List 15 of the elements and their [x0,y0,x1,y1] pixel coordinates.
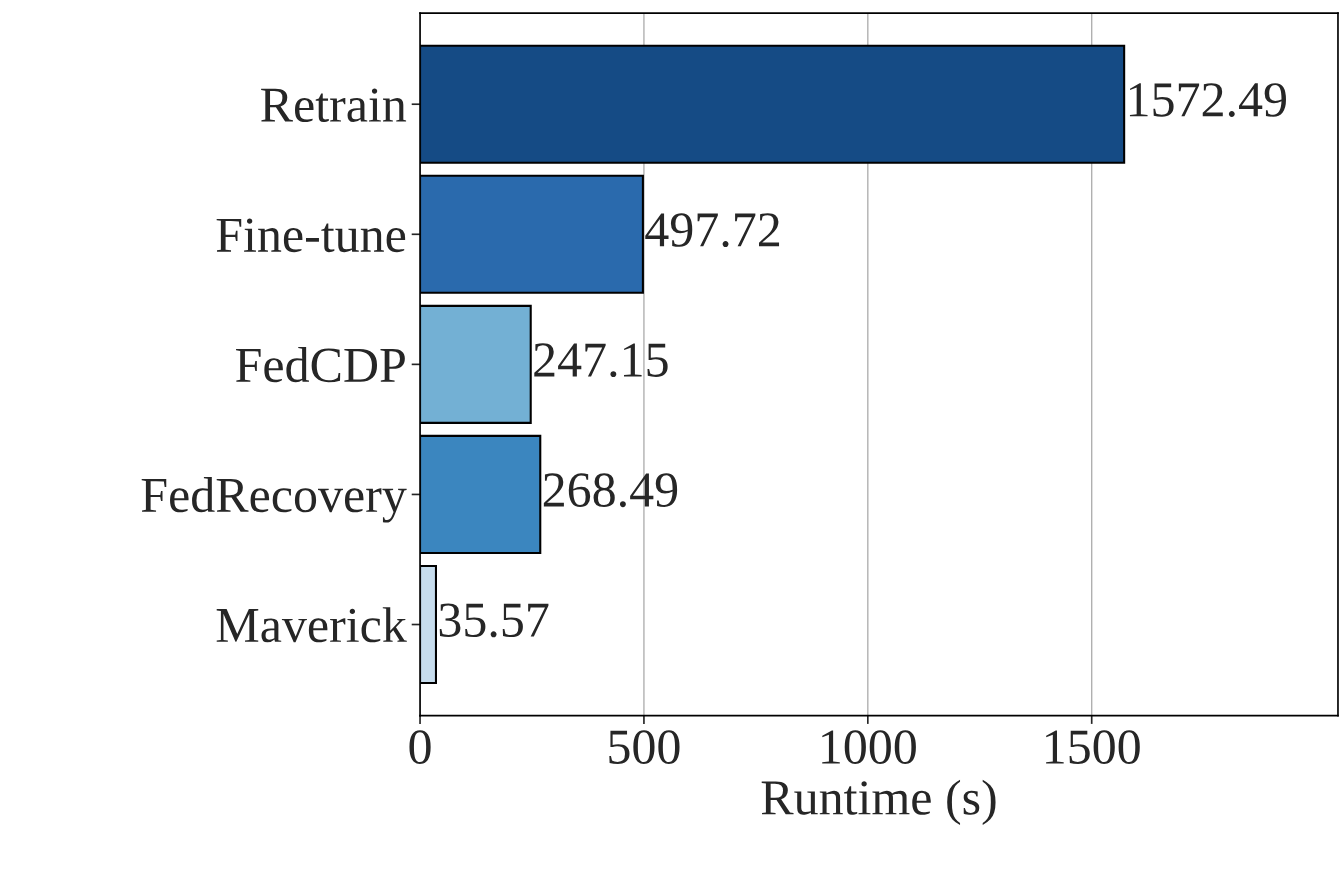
data-label: 247.15 [534,343,668,378]
y-tick-label: FedRecovery [141,477,407,523]
y-tick-label: FedCDP [236,347,405,383]
x-tick-label: 500 [609,730,680,764]
x-tick-label: 1500 [1046,730,1140,764]
y-tick-label: Fine-tune [216,218,406,253]
x-tick-label: 0 [409,730,431,764]
x-axis-title: Runtime (s) [761,779,996,826]
data-label: 497.72 [645,213,780,248]
y-tick-label: Retrain [261,88,407,123]
data-label: 268.49 [543,473,678,508]
data-label: 35.57 [439,603,549,638]
x-tick-label: 1000 [822,730,916,764]
data-label: 1572.49 [1129,83,1286,117]
y-tick-label: Maverick [216,607,407,643]
